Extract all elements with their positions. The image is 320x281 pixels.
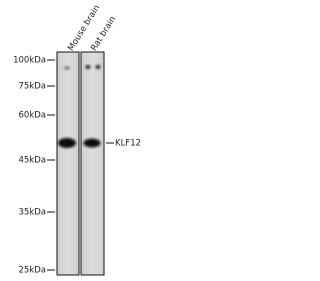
band bbox=[58, 138, 76, 148]
lane bbox=[80, 51, 105, 276]
faint-band bbox=[85, 65, 91, 69]
marker-label: 60kDa bbox=[19, 111, 47, 121]
band bbox=[83, 138, 101, 148]
faint-band bbox=[95, 65, 101, 69]
faint-band bbox=[64, 66, 70, 70]
band-label: KLF12 bbox=[115, 139, 141, 149]
lane bbox=[56, 51, 80, 276]
marker-label: 25kDa bbox=[19, 266, 47, 276]
marker-label: 45kDa bbox=[19, 156, 47, 166]
western-blot: Mouse brain Rat brain 100kDa75kDa60kDa45… bbox=[13, 3, 141, 276]
marker-label: 35kDa bbox=[19, 208, 47, 218]
marker-label: 75kDa bbox=[19, 82, 47, 92]
marker-label: 100kDa bbox=[13, 56, 46, 66]
